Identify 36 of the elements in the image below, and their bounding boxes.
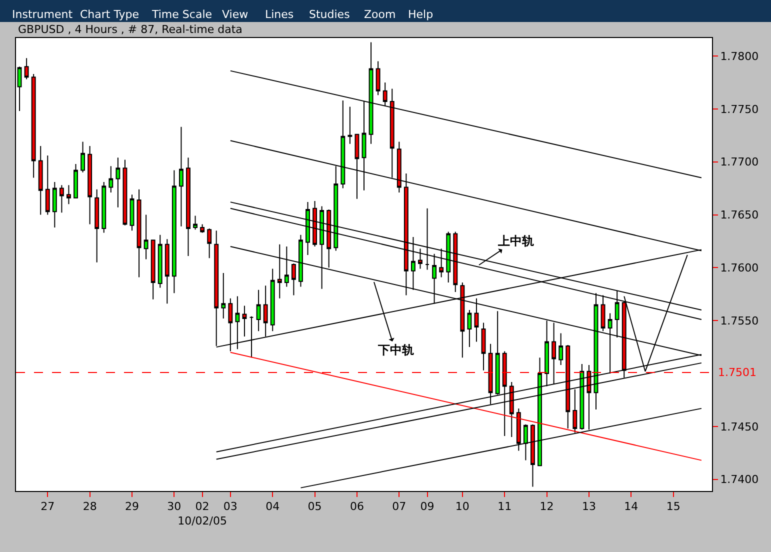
- x-tick-label: 03: [223, 500, 238, 514]
- ref-line-label: 1.7501: [718, 366, 756, 379]
- x-tick-label: 12: [540, 500, 554, 514]
- x-tick-label: 29: [125, 500, 139, 514]
- y-tick-label: 1.7450: [720, 420, 759, 434]
- y-tick-label: 1.7700: [720, 156, 759, 169]
- x-tick-label: 30: [167, 500, 182, 514]
- y-tick-label: 1.7550: [720, 314, 759, 328]
- annotation: 下中轨: [377, 343, 414, 357]
- chart-title: GBPUSD , 4 Hours , # 87, Real-time data: [18, 22, 242, 36]
- y-tick-label: 1.7650: [720, 208, 759, 222]
- text: View: [222, 8, 248, 21]
- x-tick-label: 10: [455, 500, 470, 514]
- x-tick-label: 11: [498, 500, 512, 514]
- y-tick-label: 1.7750: [720, 102, 759, 116]
- x-tick-label: 15: [666, 500, 680, 514]
- y-tick-label: 1.7400: [720, 473, 759, 486]
- x-tick-label: 04: [266, 500, 280, 514]
- x-tick-label: 07: [392, 500, 406, 514]
- x-tick-label: 14: [624, 500, 638, 514]
- y-tick-label: 1.7600: [720, 262, 759, 275]
- x-tick-label: 27: [40, 500, 55, 514]
- x-tick-label: 06: [350, 500, 364, 514]
- text: Help: [408, 8, 434, 21]
- text: Studies: [309, 8, 350, 21]
- text: Time Scale: [151, 8, 212, 21]
- text: Instrument: [12, 8, 74, 21]
- x-tick-label: 13: [582, 500, 596, 514]
- y-tick-label: 1.7800: [720, 50, 759, 63]
- text: Lines: [265, 8, 294, 21]
- text: Chart Type: [80, 8, 140, 21]
- annotation: 上中轨: [497, 234, 534, 248]
- text: Zoom: [364, 8, 396, 21]
- x-tick-label: 09: [420, 500, 434, 514]
- x-tick-label: 05: [308, 500, 322, 514]
- x-tick-label: 28: [82, 500, 97, 514]
